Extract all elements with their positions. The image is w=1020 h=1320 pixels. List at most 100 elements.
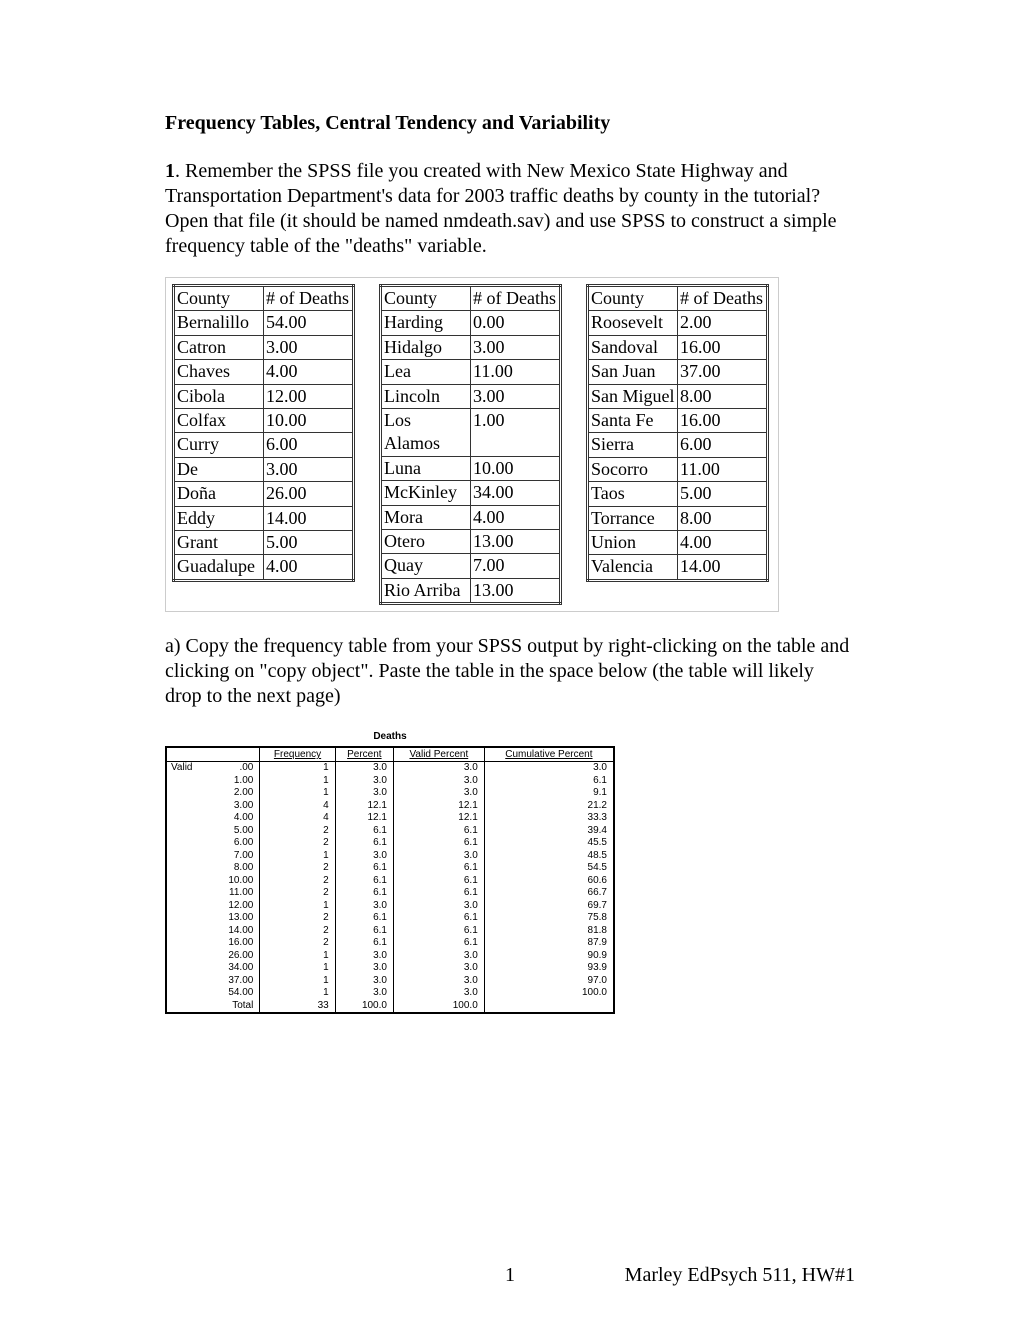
deaths-cell: 11.00 (678, 457, 768, 481)
county-cell: Roosevelt (588, 311, 678, 335)
spss-valid-percent: 6.1 (393, 862, 484, 875)
spss-valid-percent: 6.1 (393, 875, 484, 888)
spss-value: 37.00 (210, 975, 260, 988)
county-cell: Luna (381, 456, 471, 480)
deaths-cell: 4.00 (678, 530, 768, 554)
deaths-cell: 11.00 (471, 360, 561, 384)
deaths-cell: 8.00 (678, 384, 768, 408)
spss-header-valid-percent: Valid Percent (393, 747, 484, 762)
spss-valid-percent: 3.0 (393, 950, 484, 963)
spss-cumulative: 66.7 (484, 887, 614, 900)
spss-row: 16.0026.16.187.9 (166, 937, 614, 950)
spss-value: 8.00 (210, 862, 260, 875)
deaths-cell: 13.00 (471, 578, 561, 603)
spss-percent: 3.0 (335, 775, 393, 788)
county-tables-container: County # of Deaths Bernalillo54.00Catron… (165, 277, 779, 612)
table-row: Luna10.00 (381, 456, 561, 480)
spss-frequency: 2 (260, 825, 335, 838)
spss-frequency: 2 (260, 912, 335, 925)
county-cell: Santa Fe (588, 408, 678, 432)
county-cell: Doña (174, 482, 264, 506)
spss-percent: 6.1 (335, 887, 393, 900)
spss-header-frequency: Frequency (260, 747, 335, 762)
spss-cumulative: 39.4 (484, 825, 614, 838)
spss-valid-label (166, 925, 210, 938)
spss-valid-label (166, 900, 210, 913)
county-cell: Sandoval (588, 335, 678, 359)
table-row: Rio Arriba13.00 (381, 578, 561, 603)
spss-table-container: Deaths Frequency Percent Valid Percent C… (165, 731, 615, 1014)
county-cell: Lincoln (381, 384, 471, 408)
spss-cumulative: 93.9 (484, 962, 614, 975)
spss-header-percent: Percent (335, 747, 393, 762)
spss-row: 26.0013.03.090.9 (166, 950, 614, 963)
table-row: San Juan37.00 (588, 360, 768, 384)
spss-valid-percent: 6.1 (393, 937, 484, 950)
spss-valid-label (166, 812, 210, 825)
spss-value: 54.00 (210, 987, 260, 1000)
spss-cumulative: 6.1 (484, 775, 614, 788)
spss-value: 11.00 (210, 887, 260, 900)
county-cell: Valencia (588, 555, 678, 580)
deaths-cell: 13.00 (471, 529, 561, 553)
spss-percent: 12.1 (335, 812, 393, 825)
spss-percent: 3.0 (335, 762, 393, 775)
county-cell: San Juan (588, 360, 678, 384)
spss-valid-label (166, 837, 210, 850)
spss-cumulative: 21.2 (484, 800, 614, 813)
county-cell: Taos (588, 482, 678, 506)
table-row: Torrance8.00 (588, 506, 768, 530)
table-row: Sandoval16.00 (588, 335, 768, 359)
deaths-cell: 4.00 (264, 360, 354, 384)
table-row: Cibola12.00 (174, 384, 354, 408)
spss-percent: 3.0 (335, 987, 393, 1000)
spss-row: 14.0026.16.181.8 (166, 925, 614, 938)
spss-row: 4.00412.112.133.3 (166, 812, 614, 825)
spss-row: 37.0013.03.097.0 (166, 975, 614, 988)
county-cell: San Miguel (588, 384, 678, 408)
deaths-cell: 3.00 (264, 457, 354, 481)
spss-header-cumulative: Cumulative Percent (484, 747, 614, 762)
spss-frequency: 33 (260, 1000, 335, 1014)
spss-row: Valid.0013.03.03.0 (166, 762, 614, 775)
table-row: Taos5.00 (588, 482, 768, 506)
county-cell: Eddy (174, 506, 264, 530)
spss-valid-percent: 3.0 (393, 900, 484, 913)
spss-valid-label (166, 950, 210, 963)
spss-percent: 6.1 (335, 837, 393, 850)
spss-frequency: 2 (260, 887, 335, 900)
table-row: Union4.00 (588, 530, 768, 554)
spss-cumulative: 9.1 (484, 787, 614, 800)
county-cell: Rio Arriba (381, 578, 471, 603)
spss-value: 7.00 (210, 850, 260, 863)
deaths-cell: 26.00 (264, 482, 354, 506)
spss-frequency: 2 (260, 837, 335, 850)
spss-cumulative (484, 1000, 614, 1014)
spss-valid-percent: 3.0 (393, 787, 484, 800)
footer-right: Marley EdPsych 511, HW#1 (625, 1264, 855, 1287)
county-cell: Harding (381, 311, 471, 335)
spss-row: 2.0013.03.09.1 (166, 787, 614, 800)
deaths-cell: 3.00 (471, 335, 561, 359)
table-row: Lea11.00 (381, 360, 561, 384)
table-row: Chaves4.00 (174, 360, 354, 384)
county-cell: Quay (381, 554, 471, 578)
spss-row: 6.0026.16.145.5 (166, 837, 614, 850)
spss-value: 13.00 (210, 912, 260, 925)
deaths-cell: 12.00 (264, 384, 354, 408)
header-county: County (588, 286, 678, 311)
spss-row: 12.0013.03.069.7 (166, 900, 614, 913)
deaths-cell: 5.00 (678, 482, 768, 506)
table-row: Bernalillo54.00 (174, 311, 354, 335)
deaths-cell: 10.00 (471, 456, 561, 480)
spss-valid-percent: 100.0 (393, 1000, 484, 1014)
spss-value: 26.00 (210, 950, 260, 963)
county-cell: Otero (381, 529, 471, 553)
spss-percent: 3.0 (335, 900, 393, 913)
spss-valid-label (166, 825, 210, 838)
spss-valid-percent: 6.1 (393, 837, 484, 850)
table-row: Doña26.00 (174, 482, 354, 506)
table-row: Mora4.00 (381, 505, 561, 529)
spss-percent: 12.1 (335, 800, 393, 813)
header-county: County (381, 286, 471, 311)
